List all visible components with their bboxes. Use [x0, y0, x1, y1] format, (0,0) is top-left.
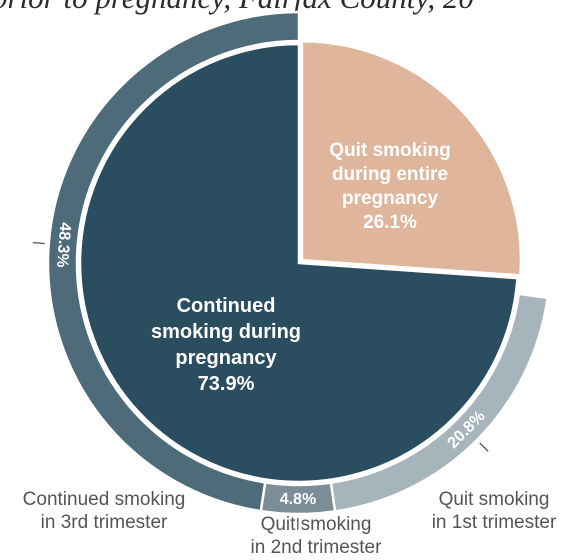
chart-title: prior to pregnancy, Fairfax County, 20 [0, 0, 474, 15]
inner-slice-quit-smoking-during-entire-pregnancy [300, 40, 523, 277]
leader-line-continued-smoking-in-3rd-trimester [32, 241, 45, 245]
outer-label-quit-smoking-in-1st-trimester: Quit smoking in 1st trimester [432, 489, 557, 533]
ring-segment-continued-smoking-in-3rd-trimester [46, 10, 301, 513]
outer-ring [46, 10, 549, 516]
inner-label-continued-smoking-during-pregnancy: Continued smoking during pregnancy 73.9% [151, 295, 301, 395]
ring-percent-quit-smoking-in-2nd-trimester: 4.8% [280, 491, 317, 508]
inner-label-quit-smoking-during-entire-pregnancy: Quit smoking during entire pregnancy 26.1% [329, 140, 450, 233]
inner-slice-continued-smoking-during-pregnancy [78, 42, 519, 484]
outer-label-quit-smoking-in-2nd-trimester: Quit smoking in 2nd trimester [251, 514, 383, 558]
ring-percent-continued-smoking-in-3rd-trimester: 48.3% [53, 222, 73, 269]
leader-line-quit-smoking-in-1st-trimester [479, 442, 489, 452]
outer-label-continued-smoking-in-3rd-trimester: Continued smoking in 3rd trimester [23, 489, 186, 533]
inner-pie [78, 40, 523, 484]
chart-labels: Quit smoking during entire pregnancy 26.1% C… [23, 140, 557, 558]
